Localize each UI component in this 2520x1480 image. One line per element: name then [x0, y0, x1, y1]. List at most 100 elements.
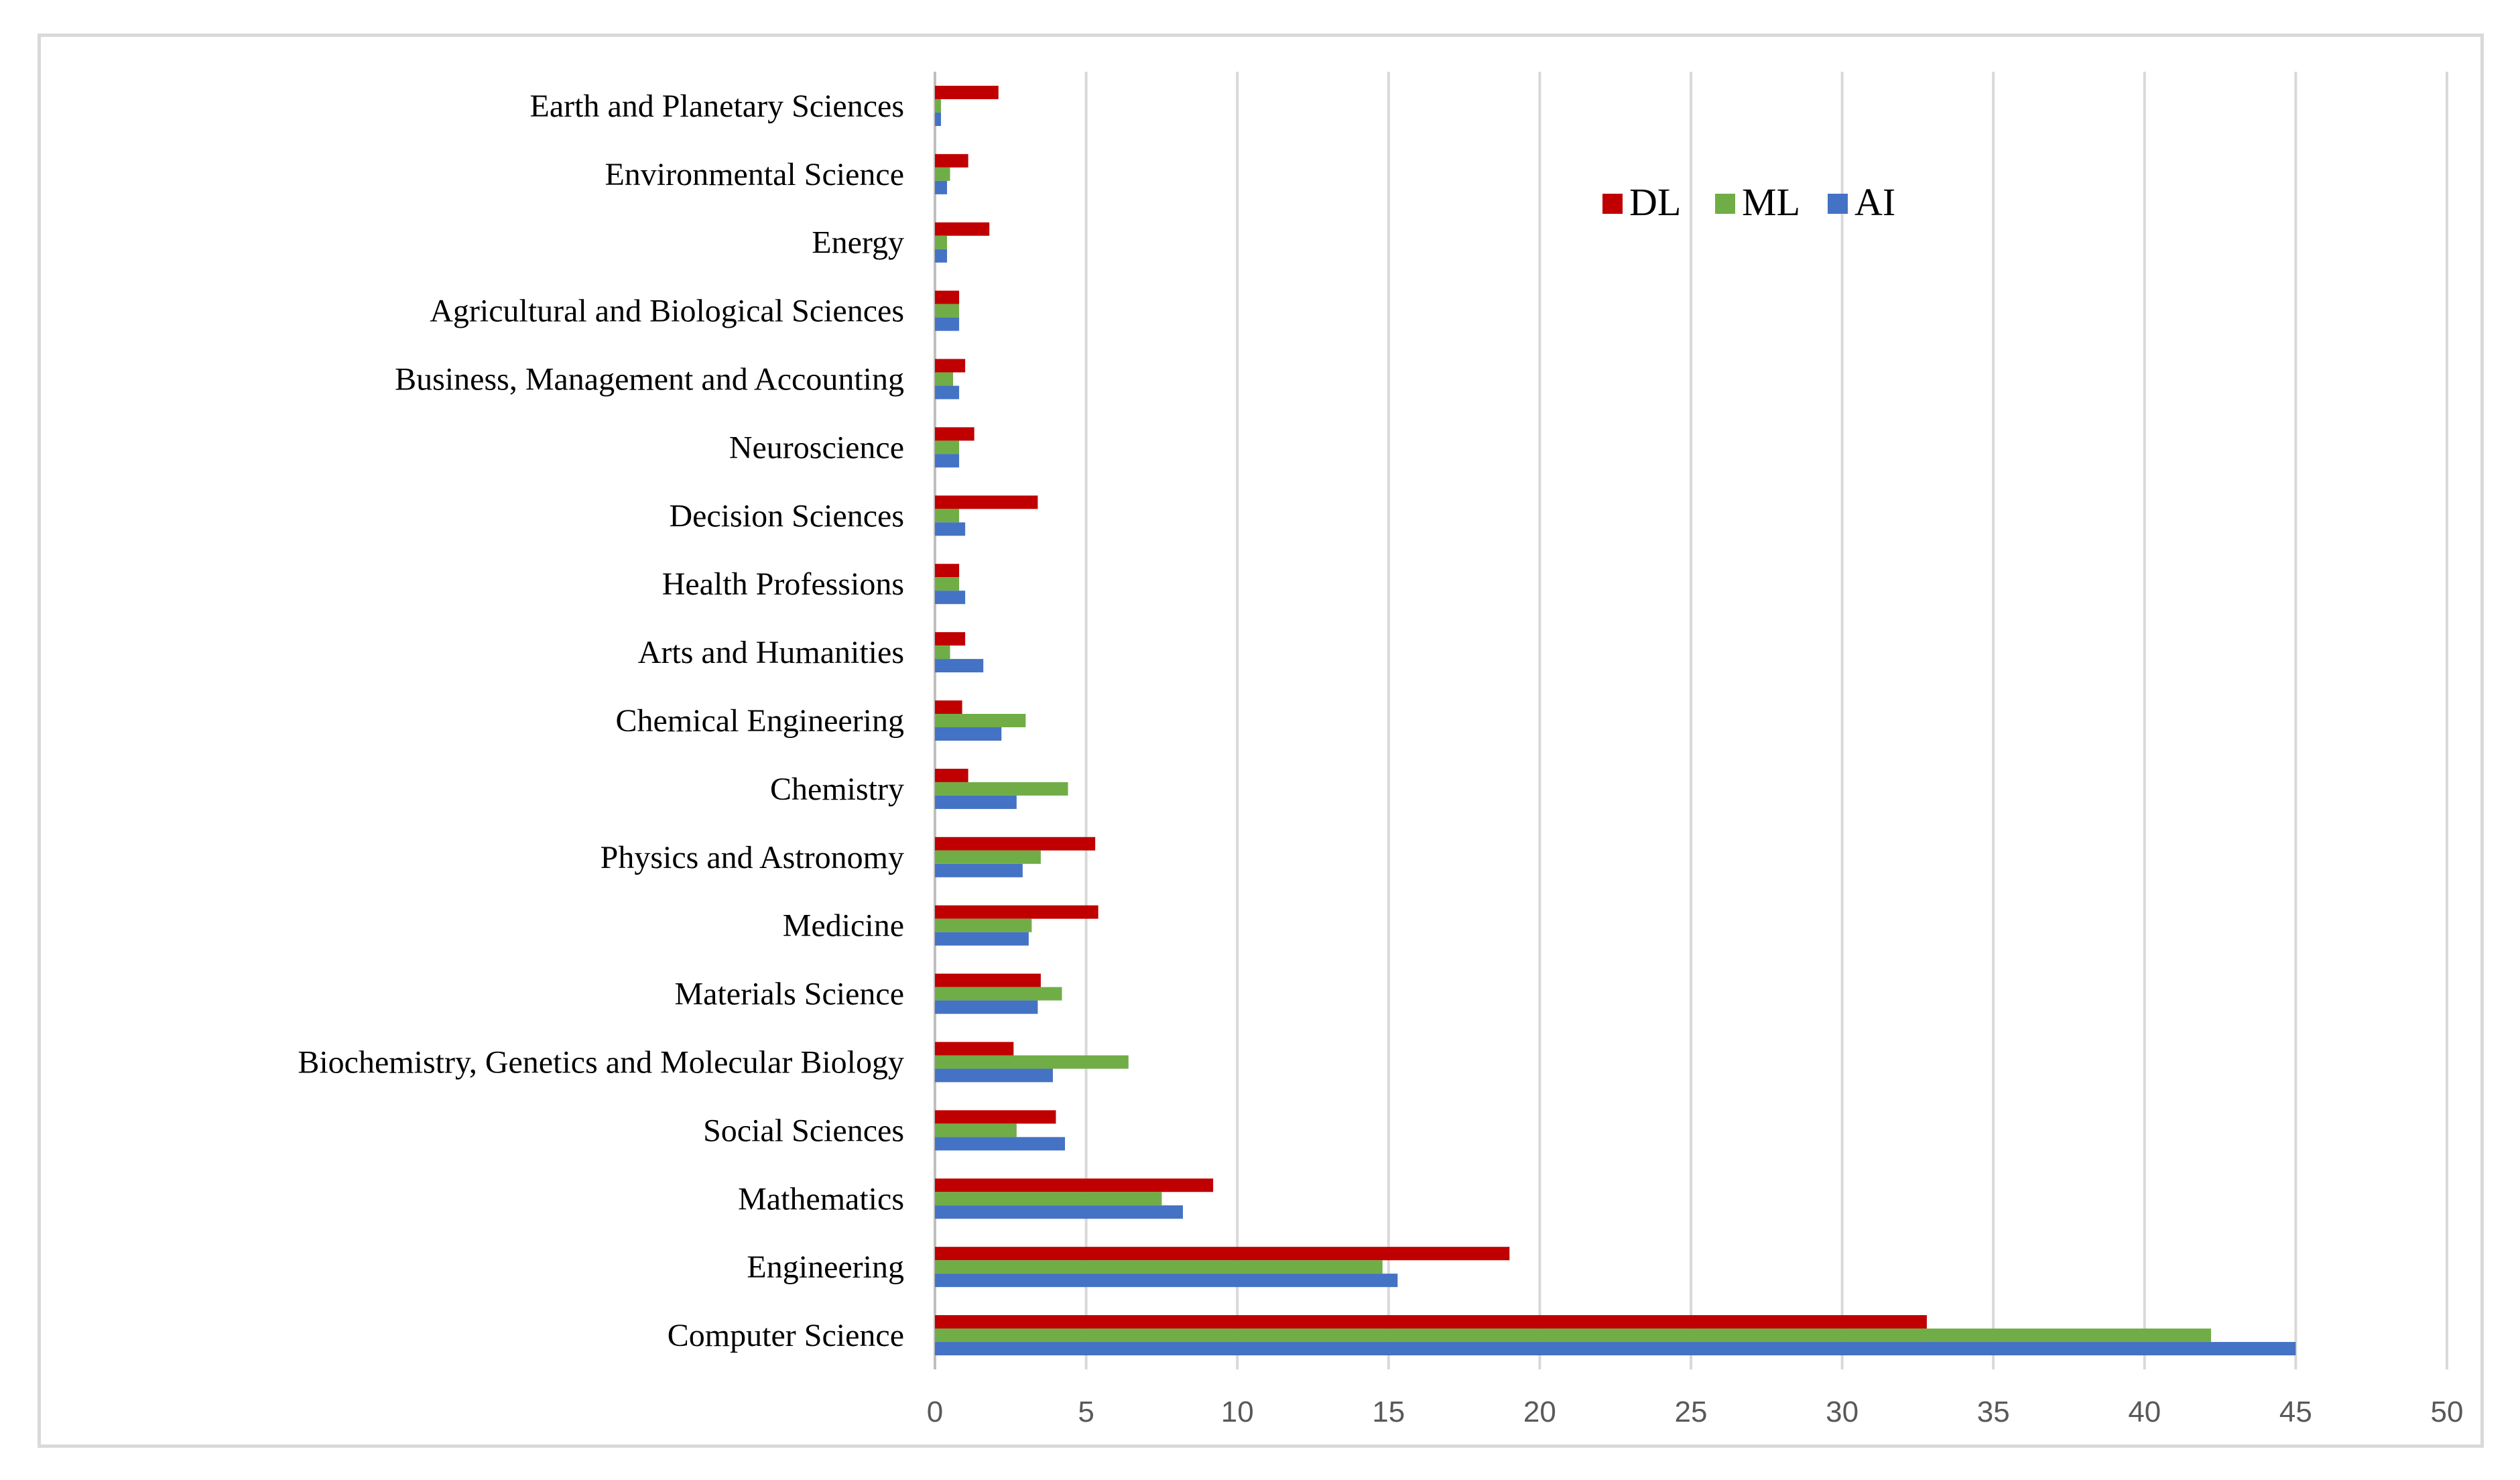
category-label: Business, Management and Accounting — [395, 362, 904, 397]
bar-dl-4 — [935, 1042, 1014, 1056]
legend-swatch-ai — [1828, 194, 1848, 214]
bar-ai-6 — [935, 932, 1029, 946]
bar-ml-10 — [935, 645, 950, 660]
x-tick-label: 20 — [1523, 1396, 1556, 1428]
bar-ml-4 — [935, 1055, 1129, 1069]
x-tick-label: 15 — [1372, 1396, 1405, 1428]
bar-ai-0 — [935, 1342, 2296, 1356]
x-tick-label: 30 — [1826, 1396, 1858, 1428]
bar-dl-3 — [935, 1110, 1056, 1124]
category-label: Agricultural and Biological Sciences — [430, 294, 904, 329]
bar-ai-16 — [935, 249, 948, 263]
bars — [935, 85, 2296, 1356]
bar-ml-16 — [935, 235, 948, 249]
category-label: Mathematics — [738, 1181, 904, 1217]
bar-ai-14 — [935, 385, 960, 399]
bar-dl-18 — [935, 85, 999, 99]
bar-ml-2 — [935, 1192, 1162, 1206]
bar-ai-1 — [935, 1274, 1398, 1288]
bar-ml-6 — [935, 918, 1032, 932]
bar-dl-9 — [935, 700, 962, 714]
category-label: Energy — [812, 225, 904, 261]
bar-dl-11 — [935, 564, 960, 578]
category-label: Earth and Planetary Sciences — [530, 88, 904, 124]
x-tick-label: 25 — [1675, 1396, 1708, 1428]
category-label: Computer Science — [668, 1318, 904, 1353]
bar-dl-10 — [935, 632, 966, 646]
bar-ml-0 — [935, 1329, 2212, 1343]
category-label: Chemistry — [770, 772, 904, 807]
bar-dl-17 — [935, 153, 968, 168]
bar-dl-1 — [935, 1247, 1510, 1261]
bar-ai-9 — [935, 727, 1002, 741]
legend-label-ml: ML — [1742, 180, 1800, 224]
bar-ai-4 — [935, 1068, 1053, 1083]
bar-ml-12 — [935, 509, 960, 523]
bar-ml-5 — [935, 987, 1062, 1001]
bar-ai-7 — [935, 863, 1023, 877]
bar-ai-18 — [935, 112, 942, 126]
bar-dl-15 — [935, 290, 960, 304]
bar-ai-2 — [935, 1205, 1183, 1219]
legend: DL ML AI — [1602, 180, 1895, 224]
category-label: Arts and Humanities — [638, 635, 904, 670]
category-label: Neuroscience — [729, 430, 904, 465]
legend-swatch-dl — [1602, 194, 1623, 214]
category-label: Environmental Science — [605, 157, 904, 192]
bar-dl-13 — [935, 427, 974, 441]
bar-ai-15 — [935, 317, 960, 331]
legend-label-dl: DL — [1629, 180, 1681, 224]
bar-ai-5 — [935, 1000, 1038, 1014]
x-tick-label: 0 — [927, 1396, 943, 1428]
category-label: Social Sciences — [703, 1113, 904, 1148]
category-label: Materials Science — [674, 977, 904, 1012]
x-axis-tick-labels: 0 5 10 15 20 25 30 35 40 45 50 — [927, 1396, 2464, 1428]
legend-label-ai: AI — [1854, 180, 1895, 224]
bar-ai-3 — [935, 1137, 1066, 1151]
x-tick-label: 10 — [1221, 1396, 1254, 1428]
bar-dl-12 — [935, 495, 1038, 509]
category-label: Health Professions — [662, 566, 904, 602]
bar-ml-3 — [935, 1123, 1017, 1137]
bar-dl-2 — [935, 1178, 1214, 1192]
bar-ai-12 — [935, 522, 966, 536]
chart-frame: Computer Science Engineering Mathematics So… — [38, 34, 2484, 1448]
bar-ml-15 — [935, 304, 960, 318]
x-tick-label: 35 — [1977, 1396, 2010, 1428]
bar-ml-8 — [935, 782, 1068, 796]
bar-dl-6 — [935, 905, 1098, 919]
x-tick-label: 40 — [2128, 1396, 2161, 1428]
x-tick-label: 45 — [2279, 1396, 2312, 1428]
bar-ml-18 — [935, 99, 942, 113]
bar-dl-7 — [935, 837, 1096, 851]
category-label: Decision Sciences — [669, 498, 904, 534]
x-tick-label: 50 — [2431, 1396, 2464, 1428]
bar-ai-13 — [935, 454, 960, 468]
bar-ml-14 — [935, 372, 954, 386]
x-tick-label: 5 — [1078, 1396, 1094, 1428]
category-labels: Computer Science Engineering Mathematics So… — [298, 88, 904, 1353]
category-label: Medicine — [783, 908, 904, 944]
bar-dl-0 — [935, 1315, 1927, 1329]
category-label: Engineering — [747, 1249, 904, 1285]
legend-swatch-ml — [1715, 194, 1735, 214]
gridlines — [934, 72, 2448, 1369]
bar-ai-11 — [935, 591, 966, 605]
bar-dl-14 — [935, 359, 966, 373]
category-label: Physics and Astronomy — [601, 840, 904, 875]
bar-chart: Computer Science Engineering Mathematics So… — [298, 72, 2464, 1428]
category-label: Chemical Engineering — [615, 703, 904, 739]
bar-ai-8 — [935, 795, 1017, 809]
bar-ml-9 — [935, 714, 1026, 727]
bar-ml-7 — [935, 850, 1041, 864]
bar-ml-17 — [935, 167, 950, 181]
bar-ml-13 — [935, 440, 960, 454]
bar-ai-17 — [935, 180, 948, 194]
bar-dl-8 — [935, 768, 968, 782]
bar-dl-16 — [935, 222, 990, 236]
bar-ai-10 — [935, 659, 984, 673]
bar-ml-1 — [935, 1260, 1383, 1274]
bar-dl-5 — [935, 973, 1041, 987]
category-label: Biochemistry, Genetics and Molecular Bio… — [298, 1044, 904, 1080]
bar-ml-11 — [935, 577, 960, 591]
